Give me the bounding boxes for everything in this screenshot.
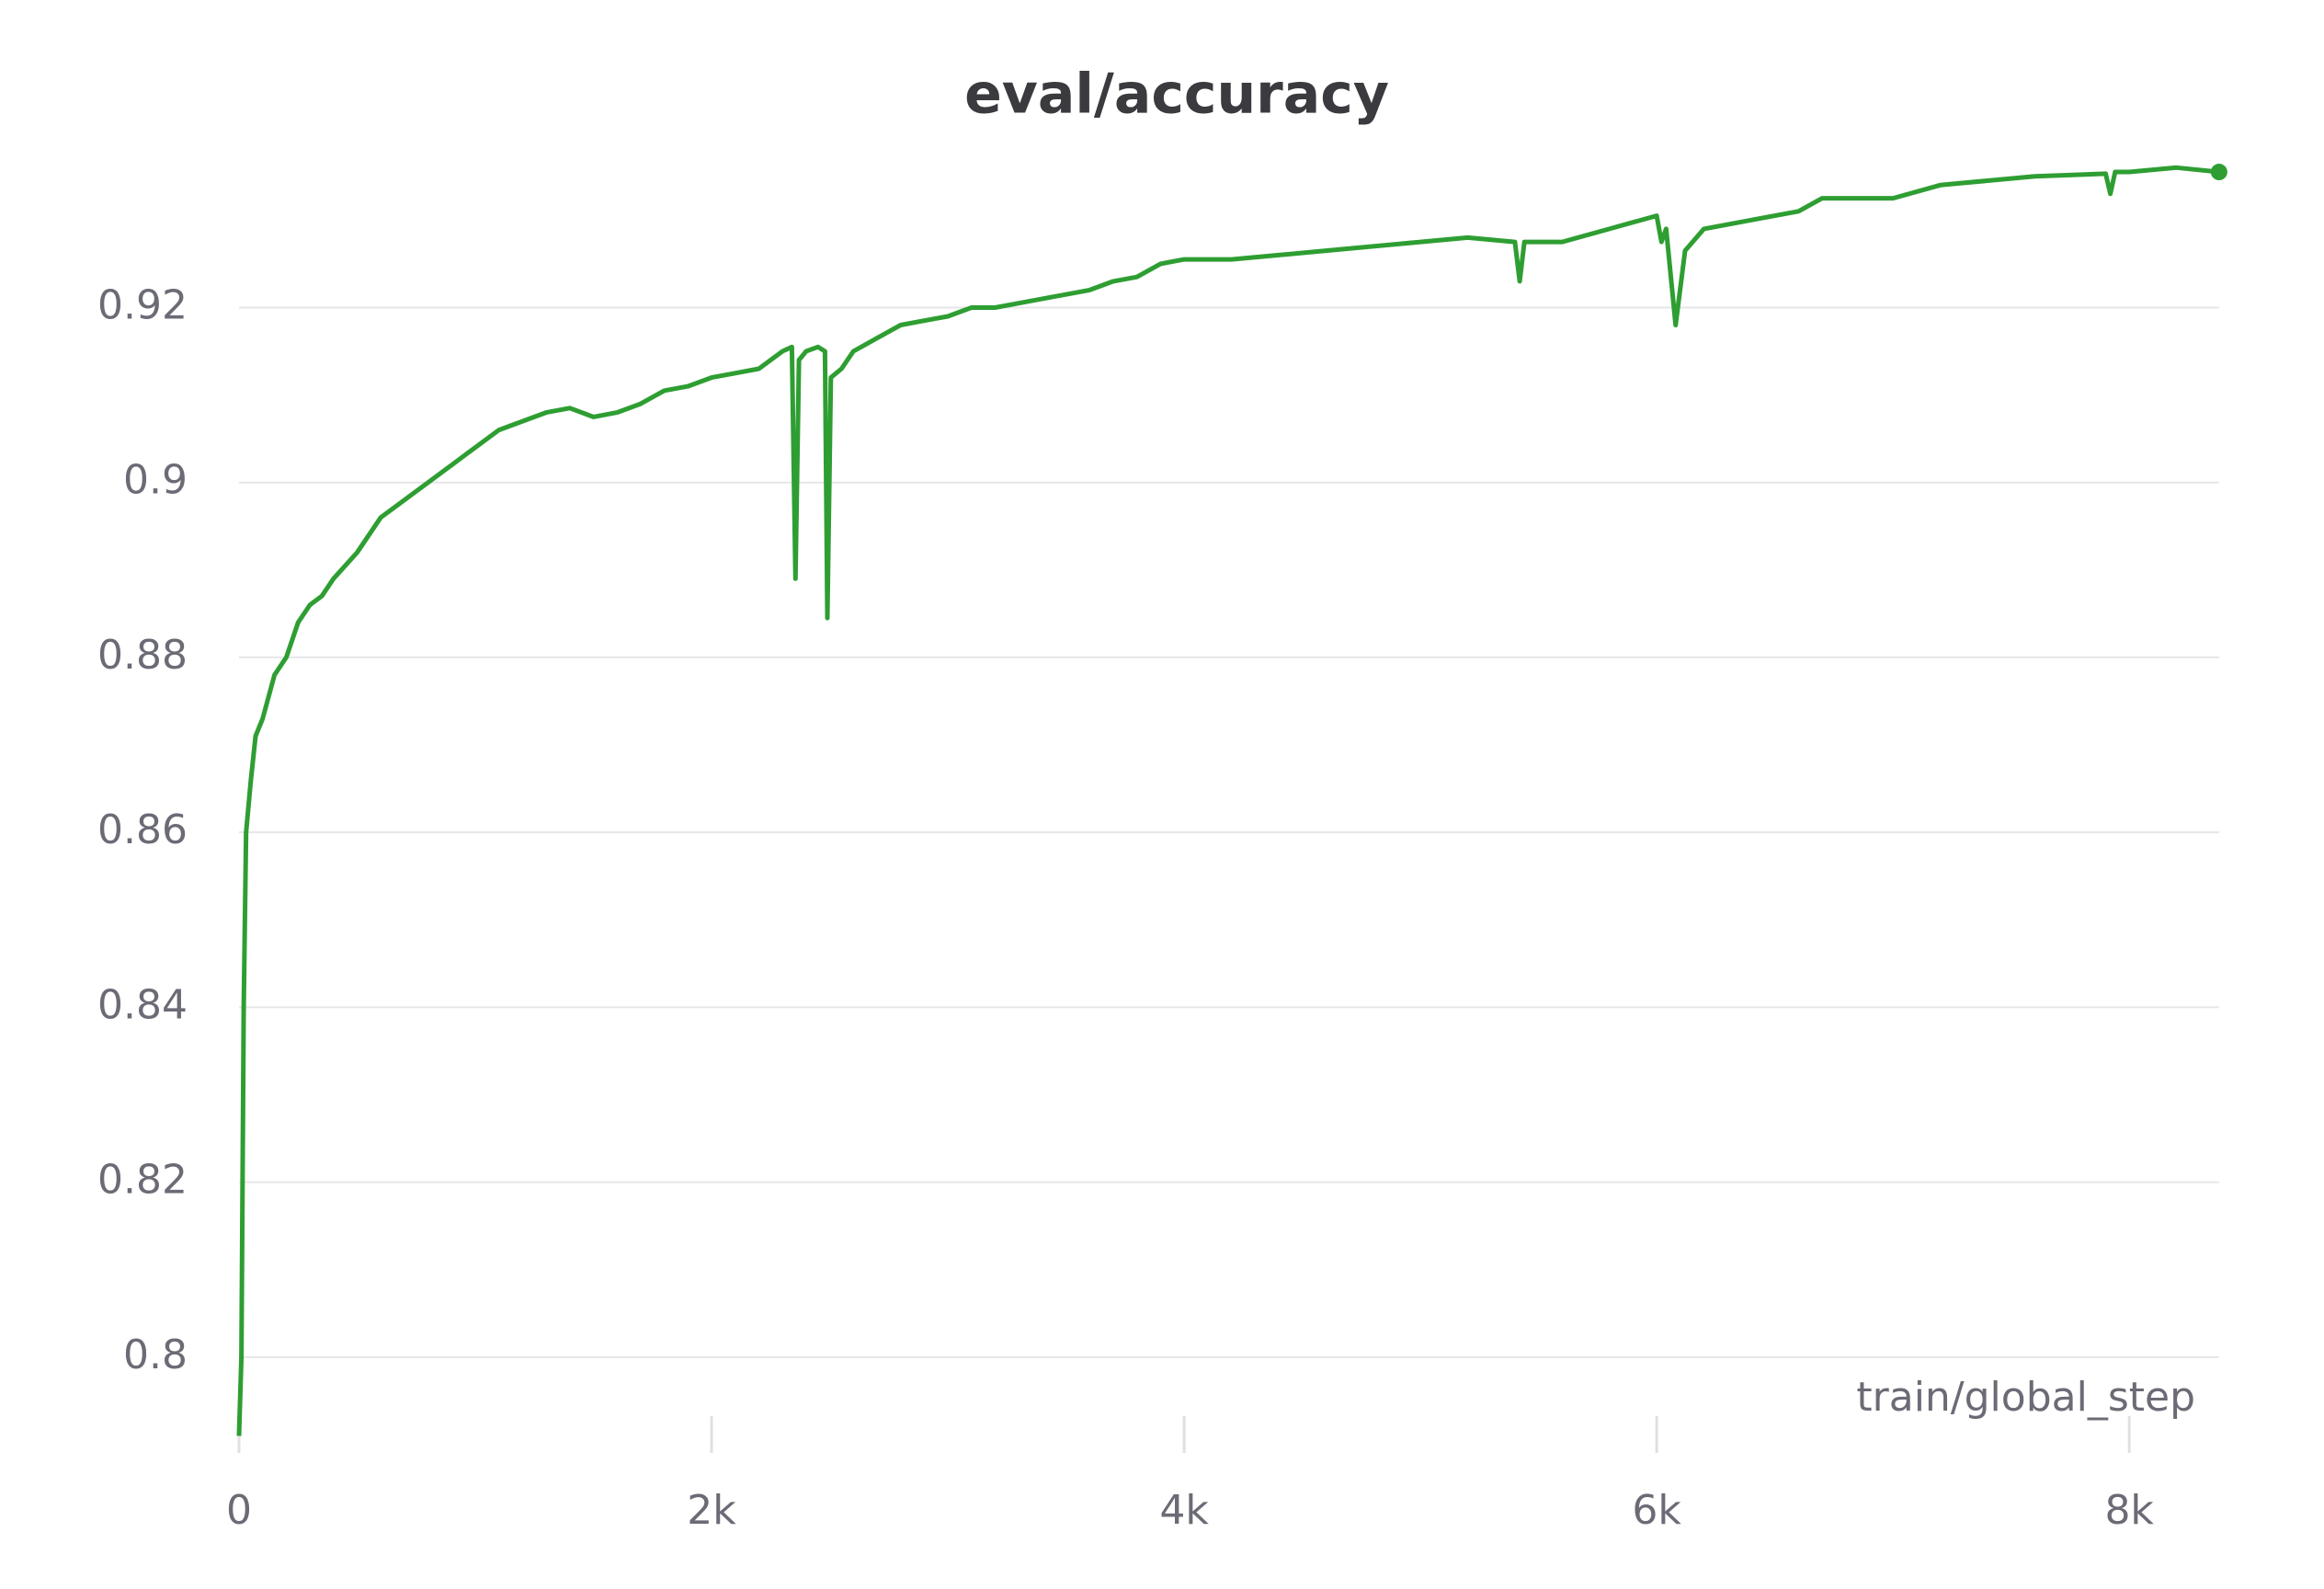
end-point xyxy=(2210,164,2227,181)
y-tick-label: 0.82 xyxy=(97,1157,188,1204)
y-tick-label: 0.8 xyxy=(123,1332,188,1378)
x-tick-label: 4k xyxy=(1159,1487,1209,1534)
x-tick-label: 2k xyxy=(687,1487,736,1534)
y-tick-label: 0.84 xyxy=(97,981,188,1028)
y-tick-label: 0.86 xyxy=(97,806,188,853)
x-tick-label: 6k xyxy=(1632,1487,1681,1534)
y-tick-label: 0.9 xyxy=(123,457,188,504)
y-tick-label: 0.88 xyxy=(97,632,188,679)
series-line xyxy=(236,165,2220,1436)
x-tick-label: 0 xyxy=(226,1487,252,1534)
chart-title: eval/accuracy xyxy=(964,63,1389,127)
x-tick-label: 8k xyxy=(2104,1487,2154,1534)
x-axis-label: train/global_step xyxy=(1856,1374,2195,1421)
y-tick-label: 0.92 xyxy=(97,281,188,328)
